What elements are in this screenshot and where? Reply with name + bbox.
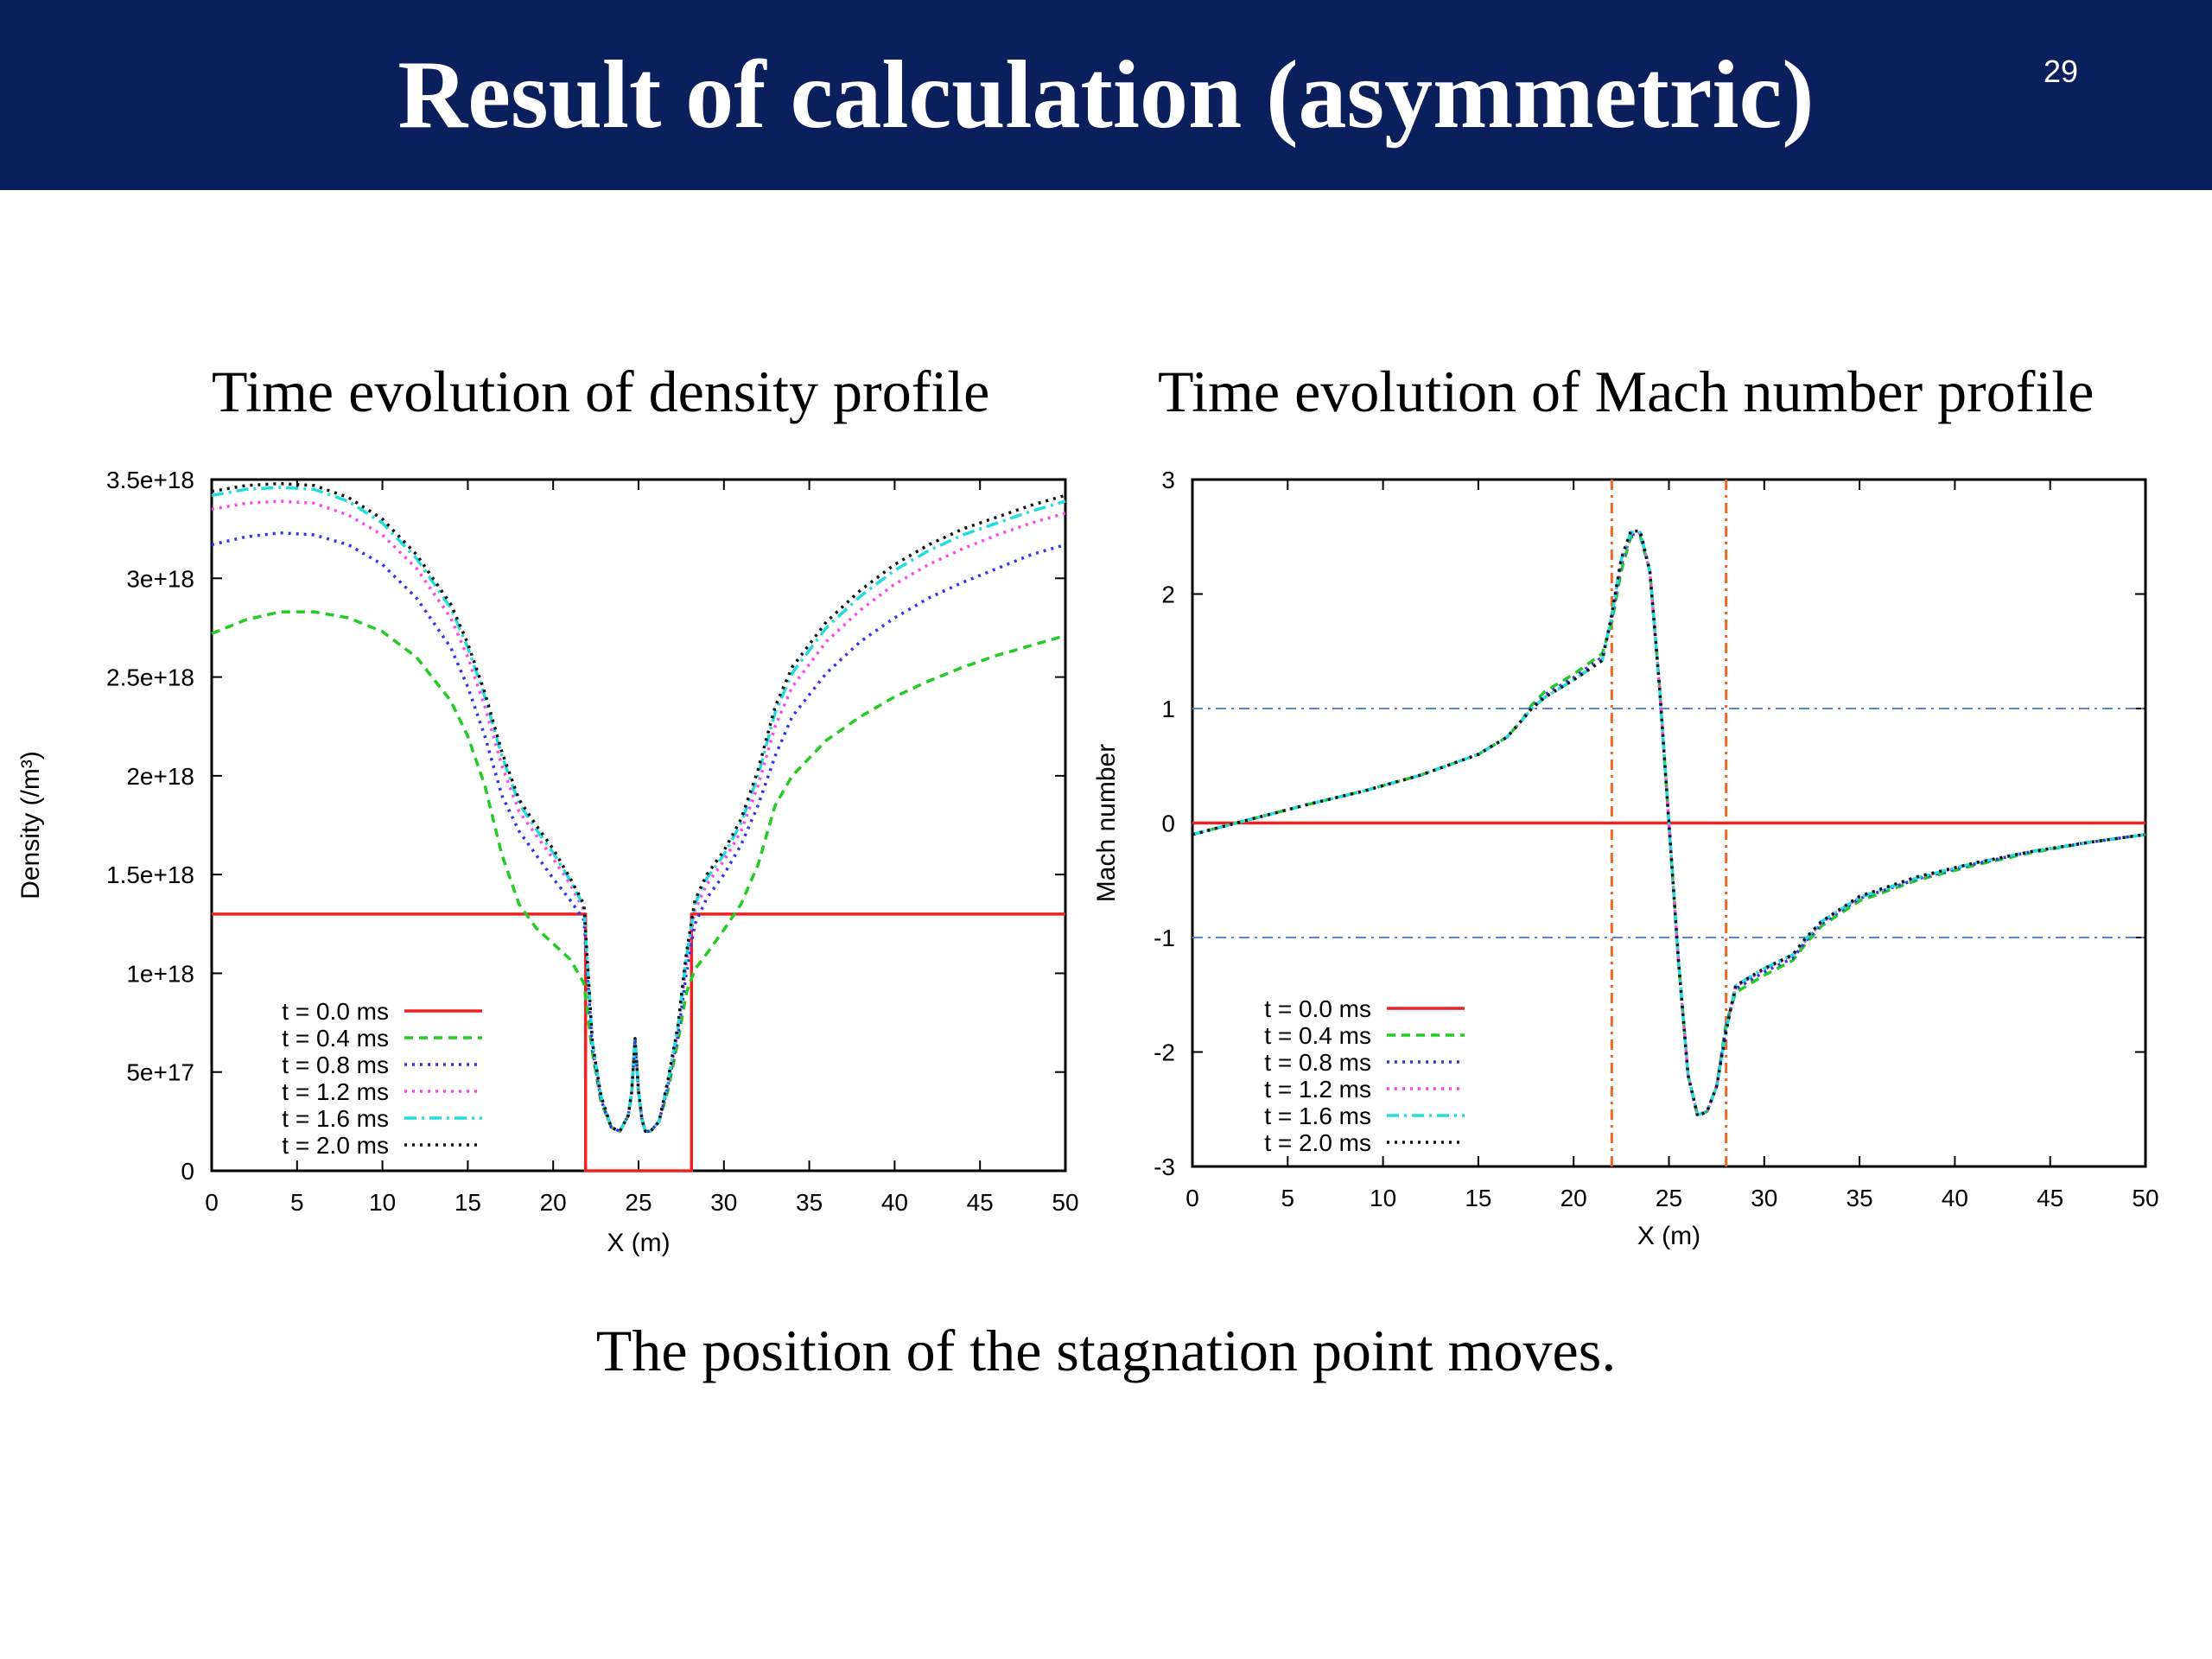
density-series-line-0 <box>212 912 1065 1173</box>
density-y-tick-label: 1e+18 <box>126 960 194 987</box>
density-chart: 0 5 10 15 20 25 30 35 40 45 50 0 5e+17 1e+18 1.5e+18 2e… <box>16 467 1079 1257</box>
mach-legend-label-1: t = 0.4 ms <box>1264 1022 1371 1049</box>
mach-x-tick-label: 30 <box>1751 1185 1777 1211</box>
density-y-tick-label: 5e+17 <box>126 1059 194 1086</box>
mach-y-tick-label: -3 <box>1154 1154 1175 1180</box>
mach-x-tick-label: 40 <box>1942 1185 1968 1211</box>
density-y-tick-label: 1.5e+18 <box>106 861 194 888</box>
density-legend-label-3: t = 1.2 ms <box>282 1078 389 1105</box>
mach-series-line-4 <box>1192 531 2146 1117</box>
mach-y-tick-label: 3 <box>1161 467 1175 493</box>
mach-series-line-1 <box>1192 535 2146 1117</box>
density-legend-label-5: t = 2.0 ms <box>282 1132 389 1159</box>
title-bar <box>0 0 2212 190</box>
density-x-tick-label: 20 <box>540 1189 567 1216</box>
mach-x-tick-label: 50 <box>2132 1185 2158 1211</box>
density-series-line-4 <box>211 486 1066 1134</box>
mach-legend-label-3: t = 1.2 ms <box>1264 1076 1371 1103</box>
mach-x-tick-label: 0 <box>1185 1185 1199 1211</box>
mach-x-tick-label: 10 <box>1370 1185 1396 1211</box>
mach-x-axis-label: X (m) <box>1637 1222 1700 1250</box>
mach-chart: 0 5 10 15 20 25 30 35 40 45 50 -3 -2 -1 0 1 2 3 X (m) Mach … <box>1092 467 2159 1250</box>
density-y-tick-label: 2.5e+18 <box>106 664 194 691</box>
mach-x-tick-label: 20 <box>1560 1185 1587 1211</box>
mach-y-axis-label: Mach number <box>1092 744 1121 902</box>
mach-legend-label-4: t = 1.6 ms <box>1264 1103 1371 1129</box>
mach-y-tick-label: 0 <box>1161 810 1175 837</box>
density-legend-label-0: t = 0.0 ms <box>282 998 389 1025</box>
density-series-line-2 <box>211 531 1066 1134</box>
density-y-axis-label: Density (/m³) <box>16 751 45 899</box>
mach-chart-title: Time evolution of Mach number profile <box>1158 359 2094 424</box>
density-x-tick-label: 30 <box>710 1189 737 1216</box>
density-y-tick-label: 0 <box>181 1158 194 1185</box>
mach-y-tick-label: 2 <box>1161 582 1175 608</box>
slide-number: 29 <box>2043 54 2078 89</box>
density-x-tick-label: 25 <box>625 1189 652 1216</box>
mach-x-tick-label: 5 <box>1281 1185 1295 1211</box>
mach-x-tick-label: 45 <box>2037 1185 2063 1211</box>
mach-legend-label-5: t = 2.0 ms <box>1264 1129 1371 1156</box>
density-x-tick-label: 15 <box>454 1189 481 1216</box>
mach-legend: t = 0.0 mst = 0.4 mst = 0.8 mst = 1.2 ms… <box>1264 995 1465 1156</box>
density-y-tick-label: 3e+18 <box>126 565 194 592</box>
density-chart-title: Time evolution of density profile <box>212 359 990 424</box>
mach-x-tick-label: 25 <box>1656 1185 1682 1211</box>
mach-legend-label-2: t = 0.8 ms <box>1264 1049 1371 1076</box>
mach-y-tick-label: 1 <box>1161 696 1175 722</box>
density-y-tick-label: 3.5e+18 <box>106 467 194 493</box>
mach-y-tick-label: -1 <box>1154 925 1175 951</box>
mach-x-tick-label: 35 <box>1847 1185 1873 1211</box>
density-x-axis-label: X (m) <box>607 1229 670 1257</box>
density-legend: t = 0.0 mst = 0.4 mst = 0.8 mst = 1.2 ms… <box>282 998 482 1159</box>
density-legend-label-1: t = 0.4 ms <box>282 1025 389 1052</box>
density-x-tick-label: 0 <box>205 1189 219 1216</box>
mach-y-tick-label: -2 <box>1154 1039 1175 1066</box>
slide-title: Result of calculation (asymmetric) <box>397 41 1815 149</box>
density-x-tick-label: 40 <box>881 1189 908 1216</box>
density-x-tick-label: 5 <box>290 1189 304 1216</box>
density-x-tick-label: 10 <box>369 1189 396 1216</box>
density-legend-label-2: t = 0.8 ms <box>282 1052 389 1078</box>
slide-caption: The position of the stagnation point mov… <box>595 1318 1617 1383</box>
mach-x-tick-label: 15 <box>1465 1185 1491 1211</box>
mach-legend-label-0: t = 0.0 ms <box>1264 995 1371 1022</box>
density-legend-label-4: t = 1.6 ms <box>282 1105 389 1132</box>
density-x-tick-label: 35 <box>796 1189 823 1216</box>
density-x-tick-label: 45 <box>967 1189 994 1216</box>
density-x-tick-label: 50 <box>1052 1189 1078 1216</box>
density-y-tick-label: 2e+18 <box>126 763 194 790</box>
